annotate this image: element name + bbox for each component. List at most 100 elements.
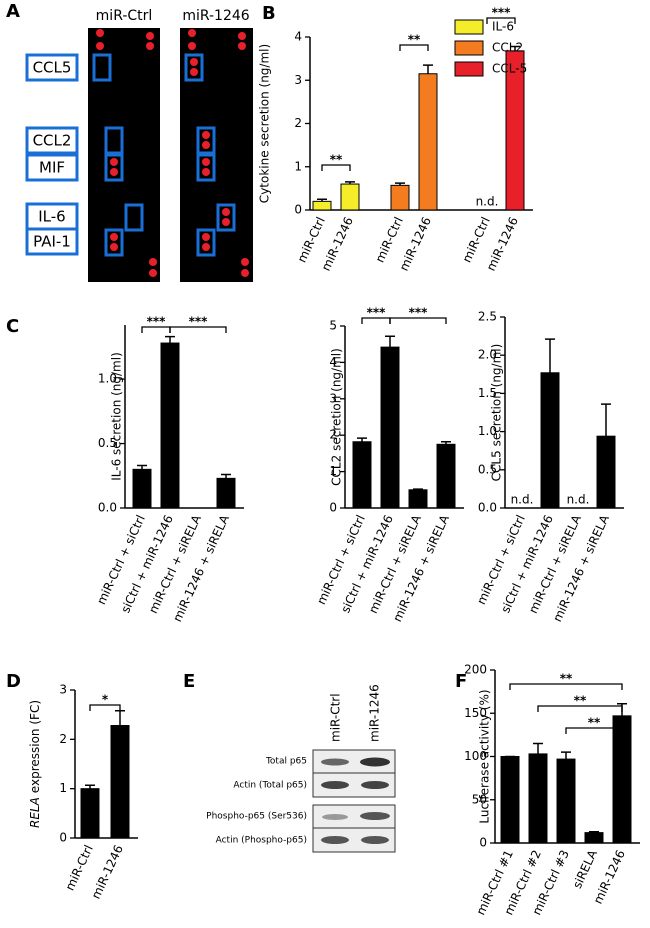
error-bar <box>385 335 395 348</box>
error-bar <box>413 488 423 490</box>
spot-label: CCL5 <box>33 59 72 77</box>
value-label: n.d. <box>511 493 534 507</box>
y-tick-label: 3 <box>59 683 67 697</box>
array-spot <box>110 233 118 241</box>
y-axis-label: Cytokine secretion (ng/ml) <box>258 44 272 203</box>
array-spot <box>202 233 210 241</box>
y-tick-label: 0 <box>329 501 337 515</box>
y-tick-label: 1.0 <box>478 424 497 438</box>
error-bar <box>395 182 405 186</box>
array-spot <box>188 42 196 50</box>
panel-label: F <box>455 671 467 692</box>
array-spot <box>202 141 210 149</box>
y-tick-label: 5 <box>329 319 337 333</box>
bar <box>380 346 400 509</box>
array-spot <box>202 131 210 139</box>
error-bar <box>423 64 433 74</box>
y-tick-label: 0 <box>294 203 302 217</box>
value-label: n.d. <box>567 493 590 507</box>
y-tick-label: 4 <box>329 355 337 369</box>
significance-label: ** <box>408 33 421 47</box>
y-tick-label: 2.0 <box>478 348 497 362</box>
error-bar <box>601 403 611 437</box>
array-spot <box>202 168 210 176</box>
array-spot <box>238 42 246 50</box>
error-bar <box>317 198 327 202</box>
spot-label: PAI-1 <box>33 233 71 251</box>
error-bar <box>85 784 95 789</box>
significance-label: ** <box>574 694 587 708</box>
y-axis-label: CCL2 secretion (ng/ml) <box>330 348 344 486</box>
array-spot <box>190 68 198 76</box>
bar <box>340 183 360 211</box>
y-axis-label: RELA expression (FC) <box>28 700 42 828</box>
y-tick-label: 150 <box>464 706 487 720</box>
panel-label: D <box>6 671 21 692</box>
array-spot <box>146 32 154 40</box>
array-spot <box>149 258 157 266</box>
column-label: miR-1246 <box>182 8 249 24</box>
array-spot <box>202 158 210 166</box>
significance-bracket <box>509 683 623 690</box>
panel-label: B <box>262 3 276 24</box>
bar <box>528 753 548 844</box>
bar <box>132 468 152 509</box>
error-bar <box>345 181 355 185</box>
error-bar <box>165 335 175 344</box>
y-tick-label: 1 <box>329 464 337 478</box>
column-label: miR-1246 <box>368 684 382 742</box>
significance-label: *** <box>147 315 167 329</box>
error-bar <box>545 338 555 373</box>
array-spot <box>110 168 118 176</box>
bar <box>436 443 456 509</box>
legend-swatch <box>454 19 484 35</box>
array-spot <box>96 29 104 37</box>
bar <box>110 725 130 839</box>
significance-bracket <box>486 17 516 24</box>
array-spot <box>96 42 104 50</box>
panel-label: E <box>183 671 195 692</box>
bar <box>556 758 576 844</box>
array-spot <box>238 32 246 40</box>
bar <box>612 715 632 844</box>
significance-label: ** <box>588 716 601 730</box>
column-label: miR-Ctrl <box>329 693 343 742</box>
error-bar <box>115 709 125 726</box>
significance-label: * <box>102 693 109 707</box>
significance-bracket <box>169 326 227 333</box>
y-tick-label: 50 <box>472 792 487 806</box>
y-tick-label: 2 <box>294 116 302 130</box>
y-tick-label: 0 <box>59 831 67 845</box>
significance-bracket <box>565 727 623 734</box>
error-bar <box>510 45 520 51</box>
blot-images <box>312 749 396 853</box>
bar <box>540 372 560 509</box>
significance-label: *** <box>409 306 429 320</box>
significance-bracket <box>389 317 447 324</box>
blot-row-label: Phospho-p65 (Ser536) <box>206 812 307 822</box>
error-bar <box>533 742 543 754</box>
array-spot <box>110 243 118 251</box>
panel-label: C <box>6 316 19 337</box>
y-tick-label: 1.0 <box>98 372 117 386</box>
array-spot <box>241 269 249 277</box>
legend-label: CCL2 <box>492 41 523 55</box>
y-tick-label: 3 <box>329 391 337 405</box>
spot-boxes <box>25 53 236 257</box>
error-bar <box>589 831 599 833</box>
y-tick-label: 2.5 <box>478 310 497 324</box>
bar <box>500 756 520 844</box>
error-bar <box>441 441 451 445</box>
array-spot <box>110 158 118 166</box>
legend-label: IL-6 <box>492 20 514 34</box>
y-tick-label: 1 <box>59 781 67 795</box>
significance-bracket <box>537 705 623 712</box>
y-tick-label: 100 <box>464 749 487 763</box>
bar <box>584 832 604 844</box>
error-bar <box>561 751 571 760</box>
legend-swatch <box>454 40 484 56</box>
y-tick-label: 200 <box>464 663 487 677</box>
array-spot <box>222 208 230 216</box>
